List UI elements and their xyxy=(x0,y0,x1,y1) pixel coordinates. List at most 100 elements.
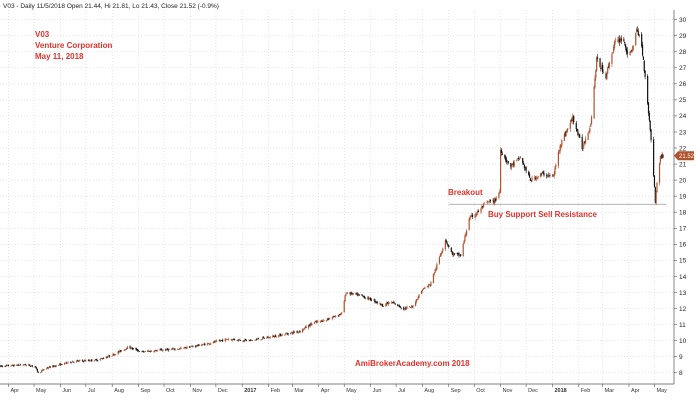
candle-body xyxy=(275,336,277,338)
candle-body xyxy=(356,293,358,295)
ticker-label: V03 xyxy=(35,30,50,39)
y-tick-label: 21 xyxy=(679,161,687,168)
candle-body xyxy=(58,365,60,366)
candle-body xyxy=(660,156,662,157)
candle-body xyxy=(416,299,418,300)
candle-body xyxy=(504,154,506,158)
candle-body xyxy=(399,306,401,308)
candle-body xyxy=(599,58,601,68)
candle-body xyxy=(214,341,216,343)
candle-body xyxy=(219,340,221,342)
candle-body xyxy=(516,159,518,162)
grid-layer xyxy=(0,10,674,384)
support-resistance-label: Buy Support Sell Resistance xyxy=(488,210,597,219)
candle-body xyxy=(12,364,14,366)
candle-body xyxy=(303,328,305,330)
candle-body xyxy=(49,366,51,368)
candle-body xyxy=(307,324,310,329)
candle-body xyxy=(255,339,257,341)
y-tick-label: 12 xyxy=(679,306,687,313)
candle-body xyxy=(262,337,264,339)
candle-body xyxy=(456,252,458,254)
candle-body xyxy=(428,284,430,286)
candle-body xyxy=(198,344,200,347)
candle-body xyxy=(144,351,146,352)
candle-body xyxy=(204,343,206,346)
candle-body xyxy=(309,323,311,327)
y-tick-label: 27 xyxy=(679,65,687,72)
candle-body xyxy=(589,127,591,132)
candle-body xyxy=(46,367,48,370)
candle-body xyxy=(256,339,258,340)
candle-body xyxy=(221,340,223,341)
candle-body xyxy=(433,273,435,275)
candle-body xyxy=(471,214,474,217)
candle-body xyxy=(517,158,519,160)
candle-body xyxy=(459,255,461,256)
candle-body xyxy=(310,323,312,325)
candle-body xyxy=(108,355,110,357)
candle-body xyxy=(308,325,310,327)
candle-body xyxy=(625,48,628,52)
candle-body xyxy=(239,340,242,341)
candle-body xyxy=(189,346,191,348)
candle-body xyxy=(35,366,37,368)
candle-body xyxy=(567,128,569,130)
candle-body xyxy=(99,358,101,361)
candle-body xyxy=(333,316,335,317)
candle-body xyxy=(579,134,581,138)
candle-body xyxy=(331,317,333,319)
candle-body xyxy=(185,347,187,349)
candles-layer xyxy=(0,26,664,374)
x-tick-label: Jun xyxy=(373,388,382,394)
x-tick-label: May xyxy=(36,388,47,394)
candle-body xyxy=(501,154,503,155)
x-tick-label: May xyxy=(346,388,357,394)
candle-body xyxy=(570,119,572,123)
candle-body xyxy=(400,307,402,309)
y-tick-label: 28 xyxy=(679,49,687,56)
candle-body xyxy=(47,367,50,369)
candle-body xyxy=(75,360,78,362)
candle-body xyxy=(565,132,567,137)
candle-body xyxy=(573,115,575,123)
candle-body xyxy=(590,116,593,125)
candle-body xyxy=(448,245,450,247)
candle-body xyxy=(210,343,212,344)
last-price-tag-text: 21.52 xyxy=(679,154,695,160)
candle-body xyxy=(602,64,604,73)
y-tick-label: 17 xyxy=(679,226,687,233)
candle-body xyxy=(653,175,656,187)
candle-body xyxy=(132,348,135,350)
candle-body xyxy=(124,349,126,351)
candle-body xyxy=(543,173,545,176)
candle-body xyxy=(585,138,587,144)
candle-body xyxy=(379,303,381,304)
candle-body xyxy=(403,308,406,310)
candle-body xyxy=(227,339,229,341)
candle-body xyxy=(177,349,180,350)
candle-body xyxy=(18,364,20,366)
candle-body xyxy=(481,206,483,208)
candle-body xyxy=(498,192,500,198)
y-tick-label: 22 xyxy=(679,145,687,152)
candle-body xyxy=(119,350,121,352)
candle-body xyxy=(0,365,1,367)
candle-body xyxy=(76,360,78,361)
candle-body xyxy=(529,178,531,181)
candle-body xyxy=(40,372,42,373)
candle-body xyxy=(19,364,21,366)
candle-body xyxy=(649,120,651,130)
candle-body xyxy=(577,131,579,136)
y-tick-label: 11 xyxy=(679,322,686,329)
candle-body xyxy=(542,171,544,173)
candle-body xyxy=(519,157,521,159)
candle-body xyxy=(658,163,661,183)
candle-body xyxy=(284,333,287,335)
candle-body xyxy=(172,348,174,350)
candle-body xyxy=(630,51,632,53)
candle-body xyxy=(476,213,478,215)
candle-body xyxy=(72,361,74,363)
candle-body xyxy=(257,338,259,340)
candle-body xyxy=(358,294,361,296)
